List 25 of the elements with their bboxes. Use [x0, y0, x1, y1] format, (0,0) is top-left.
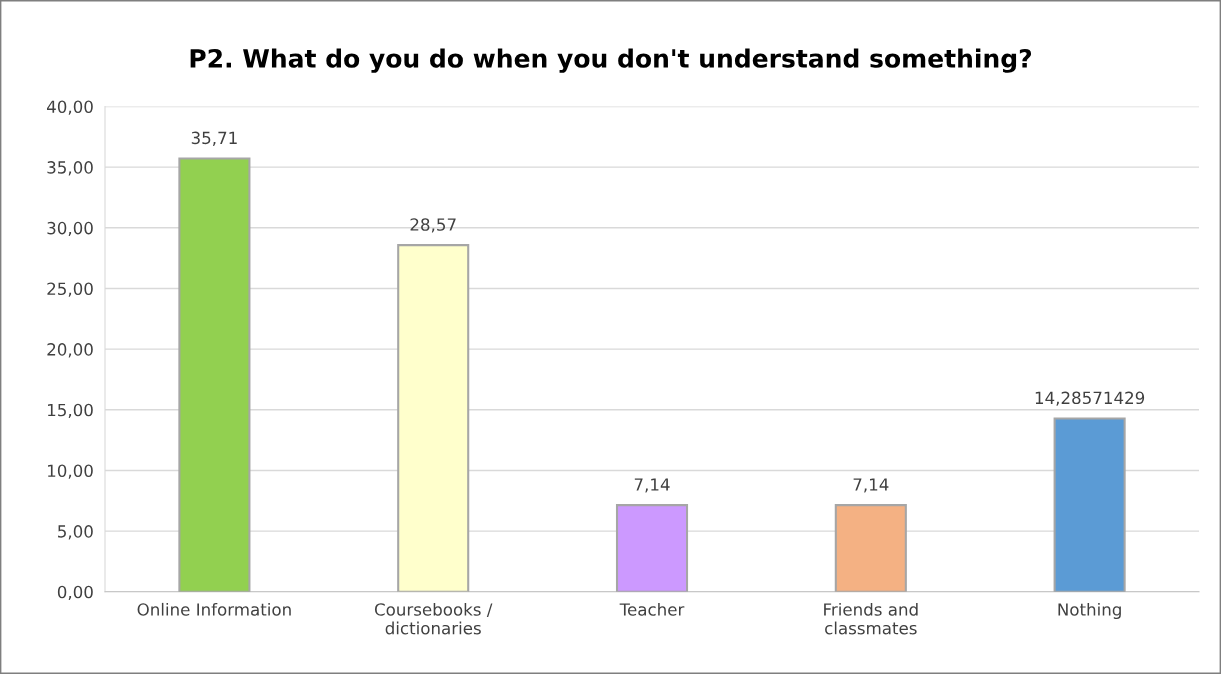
data-label: 7,14 [634, 478, 670, 493]
y-tick-label: 20,00 [47, 343, 93, 358]
data-label: 7,14 [853, 478, 889, 493]
y-tick-label: 25,00 [47, 282, 93, 297]
x-tick-label: Coursebooks / dictionaries [374, 602, 493, 635]
y-tick-label: 30,00 [47, 221, 93, 237]
data-label: 28,57 [410, 218, 456, 233]
x-tick-label: Friends and classmates [824, 602, 918, 635]
chart-title: P2. What do you do when you don't understand something? [190, 48, 1032, 73]
x-tick-label: Nothing [1058, 602, 1121, 620]
bar [397, 244, 470, 592]
bar [615, 504, 689, 592]
data-label: 35,71 [191, 131, 237, 146]
y-tick-label: 0,00 [57, 585, 93, 601]
x-tick-label: Teacher [619, 602, 685, 616]
y-tick-label: 10,00 [48, 464, 93, 479]
y-tick-label: 35,00 [47, 161, 93, 176]
bar [834, 504, 907, 592]
y-tick-label: 40,00 [47, 100, 93, 115]
data-label: 14,28571429 [1035, 391, 1145, 406]
bar [1053, 417, 1126, 592]
x-tick-label: Online Information [137, 602, 291, 616]
y-tick-label: 15,00 [48, 403, 93, 419]
bar [178, 157, 251, 592]
y-tick-label: 5,00 [58, 525, 93, 540]
